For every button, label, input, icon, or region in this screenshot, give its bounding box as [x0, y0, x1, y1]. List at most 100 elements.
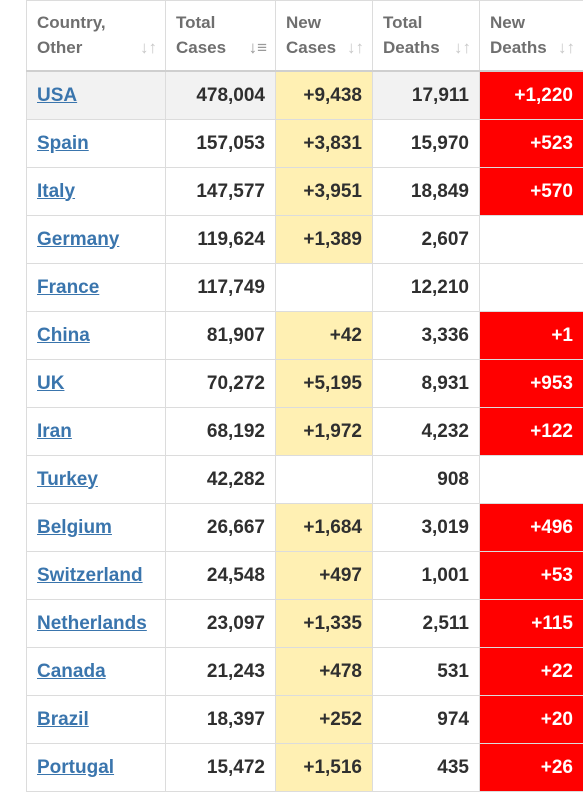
new-deaths-cell — [479, 215, 583, 264]
new-cases-cell: +42 — [275, 311, 373, 360]
country-link[interactable]: Switzerland — [37, 564, 143, 586]
country-cell: USA — [26, 70, 166, 120]
country-cell: France — [26, 263, 166, 312]
country-link[interactable]: UK — [37, 372, 65, 394]
country-link[interactable]: Brazil — [37, 708, 89, 730]
country-cell: Netherlands — [26, 599, 166, 648]
country-cell: Brazil — [26, 695, 166, 744]
total-cases-cell: 81,907 — [165, 311, 276, 360]
total-cases-cell: 117,749 — [165, 263, 276, 312]
column-header-new-cases[interactable]: New Cases ↓↑ — [275, 0, 373, 72]
country-link[interactable]: France — [37, 276, 100, 298]
country-cell: Iran — [26, 407, 166, 456]
country-link[interactable]: Turkey — [37, 468, 98, 490]
new-deaths-cell — [479, 263, 583, 312]
table-row: UK 70,272 +5,195 8,931 +953 — [26, 359, 583, 408]
sort-descending-icon[interactable]: ↓≡ — [248, 38, 267, 57]
new-deaths-cell: +1,220 — [479, 70, 583, 120]
country-link[interactable]: Canada — [37, 660, 106, 682]
new-deaths-cell: +115 — [479, 599, 583, 648]
header-line2: Other — [37, 38, 83, 57]
total-deaths-cell: 17,911 — [372, 70, 480, 120]
table-row: Switzerland 24,548 +497 1,001 +53 — [26, 551, 583, 600]
new-cases-cell: +5,195 — [275, 359, 373, 408]
country-link[interactable]: Belgium — [37, 516, 112, 538]
column-header-label: New Cases — [276, 1, 372, 60]
sort-arrows-icon[interactable]: ↓↑ — [347, 38, 364, 57]
header-line1: Country, — [37, 13, 106, 32]
column-header-new-deaths[interactable]: New Deaths ↓↑ — [479, 0, 583, 72]
new-deaths-cell: +26 — [479, 743, 583, 792]
sort-arrows-icon[interactable]: ↓↑ — [454, 38, 471, 57]
new-cases-cell — [275, 263, 373, 312]
table-row: Italy 147,577 +3,951 18,849 +570 — [26, 167, 583, 216]
new-cases-cell: +1,684 — [275, 503, 373, 552]
total-deaths-cell: 531 — [372, 647, 480, 696]
table-body: USA 478,004 +9,438 17,911 +1,220 Spain 157,05… — [26, 70, 583, 792]
table-row: Netherlands 23,097 +1,335 2,511 +115 — [26, 599, 583, 648]
country-link[interactable]: Portugal — [37, 756, 115, 778]
column-header-country[interactable]: Country, Other ↓↑ — [26, 0, 166, 72]
column-header-label: Total Cases — [166, 1, 275, 60]
country-cell: UK — [26, 359, 166, 408]
total-cases-cell: 119,624 — [165, 215, 276, 264]
sort-arrows-icon[interactable]: ↓↑ — [558, 38, 575, 57]
country-cell: Turkey — [26, 455, 166, 504]
country-cell: Italy — [26, 167, 166, 216]
total-deaths-cell: 435 — [372, 743, 480, 792]
new-cases-cell: +3,951 — [275, 167, 373, 216]
table-row: France 117,749 12,210 — [26, 263, 583, 312]
country-link[interactable]: Italy — [37, 180, 76, 202]
country-cell: Portugal — [26, 743, 166, 792]
country-stats-table: Country, Other ↓↑ Total Cases ↓≡ New Cas — [26, 0, 583, 792]
new-cases-cell: +497 — [275, 551, 373, 600]
total-deaths-cell: 3,019 — [372, 503, 480, 552]
table-row: Spain 157,053 +3,831 15,970 +523 — [26, 119, 583, 168]
country-cell: Spain — [26, 119, 166, 168]
total-deaths-cell: 2,607 — [372, 215, 480, 264]
total-cases-cell: 26,667 — [165, 503, 276, 552]
column-header-label: Country, Other — [27, 1, 165, 60]
new-cases-cell — [275, 455, 373, 504]
column-header-total-cases[interactable]: Total Cases ↓≡ — [165, 0, 276, 72]
header-line2: Cases — [286, 38, 337, 57]
country-cell: Germany — [26, 215, 166, 264]
table-container: Country, Other ↓↑ Total Cases ↓≡ New Cas — [26, 0, 583, 792]
new-cases-cell: +1,389 — [275, 215, 373, 264]
country-link[interactable]: Netherlands — [37, 612, 147, 634]
header-line1: New — [490, 13, 525, 32]
new-cases-cell: +1,335 — [275, 599, 373, 648]
header-line2: Deaths — [383, 38, 440, 57]
new-cases-cell: +478 — [275, 647, 373, 696]
country-link[interactable]: Iran — [37, 420, 72, 442]
table-row: China 81,907 +42 3,336 +1 — [26, 311, 583, 360]
country-link[interactable]: Spain — [37, 132, 89, 154]
total-deaths-cell: 12,210 — [372, 263, 480, 312]
new-deaths-cell: +53 — [479, 551, 583, 600]
table-row: Brazil 18,397 +252 974 +20 — [26, 695, 583, 744]
header-row: Country, Other ↓↑ Total Cases ↓≡ New Cas — [26, 0, 583, 72]
sort-arrows-icon[interactable]: ↓↑ — [140, 38, 157, 57]
total-cases-cell: 42,282 — [165, 455, 276, 504]
table-row: Germany 119,624 +1,389 2,607 — [26, 215, 583, 264]
table-row: Portugal 15,472 +1,516 435 +26 — [26, 743, 583, 792]
column-header-label: New Deaths — [480, 1, 583, 60]
new-cases-cell: +1,516 — [275, 743, 373, 792]
total-cases-cell: 68,192 — [165, 407, 276, 456]
new-cases-cell: +1,972 — [275, 407, 373, 456]
column-header-label: Total Deaths — [373, 1, 479, 60]
country-link[interactable]: Germany — [37, 228, 120, 250]
column-header-total-deaths[interactable]: Total Deaths ↓↑ — [372, 0, 480, 72]
total-deaths-cell: 4,232 — [372, 407, 480, 456]
country-link[interactable]: USA — [37, 84, 78, 106]
country-link[interactable]: China — [37, 324, 90, 346]
header-line2: Cases — [176, 38, 227, 57]
new-deaths-cell: +953 — [479, 359, 583, 408]
total-deaths-cell: 15,970 — [372, 119, 480, 168]
header-line1: Total — [383, 13, 423, 32]
country-cell: Belgium — [26, 503, 166, 552]
country-cell: Canada — [26, 647, 166, 696]
total-cases-cell: 23,097 — [165, 599, 276, 648]
new-cases-cell: +252 — [275, 695, 373, 744]
new-deaths-cell: +122 — [479, 407, 583, 456]
